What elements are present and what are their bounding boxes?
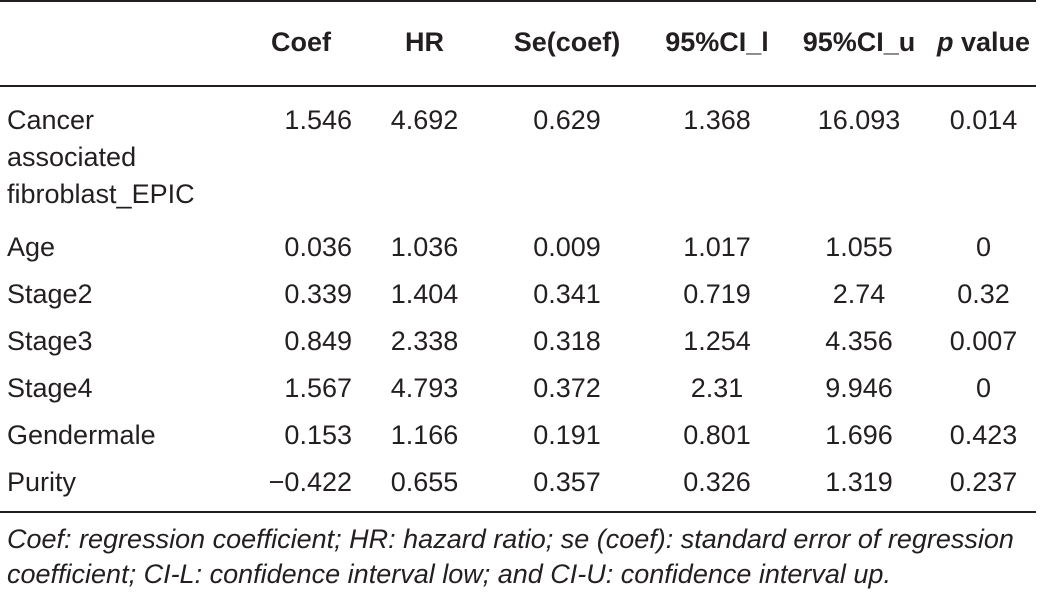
- table-row: Stage4 1.567 4.793 0.372 2.31 9.946 0: [0, 370, 1036, 417]
- cell-se: 0.318: [533, 326, 601, 356]
- cell-coef: 1.546: [284, 105, 352, 135]
- cell-p: 0.014: [949, 105, 1018, 135]
- cell-p: 0: [975, 232, 992, 262]
- row-variable-name: Age: [0, 229, 240, 276]
- cell-se: 0.629: [533, 105, 601, 135]
- header-row: Coef HR Se(coef) 95%CI_l 95%CI_u p value: [0, 20, 1036, 94]
- cell-ci-l: 1.254: [683, 326, 751, 356]
- header-coef: Coef: [271, 27, 331, 57]
- variable-name-line: associated: [7, 142, 137, 172]
- variable-name-line: Age: [7, 232, 56, 262]
- bottom-rule: [0, 511, 1036, 513]
- cell-coef: 0.849: [284, 326, 352, 356]
- cell-ci-l: 0.801: [683, 420, 751, 450]
- cell-p: 0.007: [949, 326, 1018, 356]
- cell-coef: 0.339: [284, 279, 352, 309]
- cell-p: 0.237: [949, 467, 1018, 497]
- variable-name-line: Cancer: [7, 105, 95, 135]
- row-variable-name: Gendermale: [0, 417, 240, 464]
- cell-se: 0.357: [533, 467, 601, 497]
- variable-name-line: Purity: [7, 467, 77, 497]
- table-footnote: Coef: regression coefficient; HR: hazard…: [7, 524, 1014, 589]
- cell-hr: 1.036: [390, 232, 459, 262]
- row-variable-name: Stage3: [0, 323, 240, 370]
- cell-ci-l: 1.017: [683, 232, 751, 262]
- cell-hr: 1.166: [390, 420, 459, 450]
- header-rule: [0, 85, 1036, 87]
- cell-hr: 1.404: [390, 279, 459, 309]
- header-hr: HR: [405, 27, 444, 57]
- header-ci-upper: 95%CI_u: [802, 27, 916, 57]
- variable-name-line: fibroblast_EPIC: [7, 179, 195, 209]
- cell-se: 0.191: [533, 420, 601, 450]
- row-variable-name: Stage2: [0, 276, 240, 323]
- cell-coef: 1.567: [284, 373, 352, 403]
- table-row: Cancer associated fibroblast_EPIC 1.546 4.69…: [0, 94, 1036, 229]
- cell-coef: 0.036: [284, 232, 352, 262]
- cell-ci-l: 0.326: [683, 467, 751, 497]
- variable-name-line: Stage2: [7, 279, 93, 309]
- cell-hr: 2.338: [390, 326, 459, 356]
- cell-ci-u: 1.319: [825, 467, 893, 497]
- cell-hr: 4.793: [390, 373, 459, 403]
- cell-se: 0.009: [533, 232, 601, 262]
- cell-ci-u: 1.055: [825, 232, 893, 262]
- cell-se: 0.341: [533, 279, 601, 309]
- table-row: Age 0.036 1.036 0.009 1.017 1.055 0: [0, 229, 1036, 276]
- cell-p: 0.32: [957, 279, 1010, 309]
- row-variable-name: Cancer associated fibroblast_EPIC: [0, 94, 240, 229]
- header-p-value: p value: [931, 20, 1036, 94]
- cell-ci-u: 9.946: [825, 373, 893, 403]
- table-row: Gendermale 0.153 1.166 0.191 0.801 1.696 0.423: [0, 417, 1036, 464]
- cell-ci-u: 4.356: [825, 326, 893, 356]
- header-se: Se(coef): [513, 27, 621, 57]
- cell-ci-l: 2.31: [690, 373, 744, 403]
- header-p-rest: value: [953, 27, 1031, 57]
- cell-ci-l: 0.719: [683, 279, 751, 309]
- header-variable: [0, 20, 240, 94]
- cell-hr: 4.692: [390, 105, 459, 135]
- cell-ci-u: 2.74: [832, 279, 886, 309]
- table-row: Purity −0.422 0.655 0.357 0.326 1.319 0.237: [0, 464, 1036, 511]
- variable-name-line: Stage4: [7, 373, 93, 403]
- cell-se: 0.372: [533, 373, 601, 403]
- cell-ci-l: 1.368: [683, 105, 751, 135]
- row-variable-name: Stage4: [0, 370, 240, 417]
- cell-coef: −0.422: [268, 467, 352, 497]
- row-variable-name: Purity: [0, 464, 240, 511]
- cell-p: 0: [975, 373, 992, 403]
- table-row: Stage2 0.339 1.404 0.341 0.719 2.74 0.32: [0, 276, 1036, 323]
- table-row: Stage3 0.849 2.338 0.318 1.254 4.356 0.007: [0, 323, 1036, 370]
- header-p-italic: p: [936, 27, 954, 57]
- top-rule: [0, 0, 1036, 2]
- header-ci-lower: 95%CI_l: [665, 27, 769, 57]
- cox-regression-table: Coef HR Se(coef) 95%CI_l 95%CI_u p value…: [0, 20, 1036, 511]
- cell-ci-u: 16.093: [817, 105, 901, 135]
- table-body: Cancer associated fibroblast_EPIC 1.546 4.69…: [0, 94, 1036, 511]
- cell-coef: 0.153: [284, 420, 352, 450]
- cell-hr: 0.655: [390, 467, 459, 497]
- variable-name-line: Stage3: [7, 326, 93, 356]
- variable-name-line: Gendermale: [7, 420, 156, 450]
- cell-ci-u: 1.696: [825, 420, 893, 450]
- cell-p: 0.423: [949, 420, 1018, 450]
